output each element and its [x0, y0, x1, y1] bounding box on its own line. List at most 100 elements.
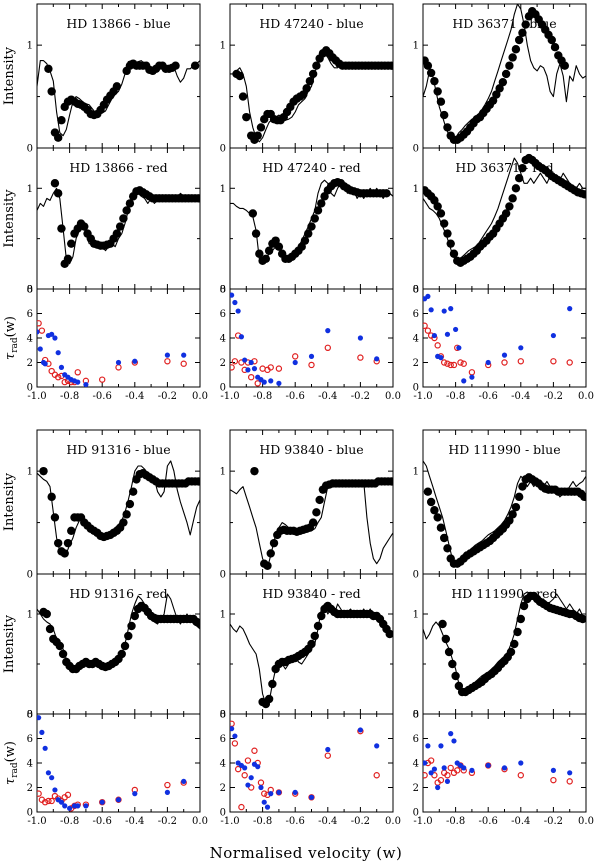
- tau-blue-point: [448, 731, 454, 737]
- y-tick-label: 1: [413, 41, 419, 52]
- y-tick-label: 0: [27, 285, 33, 296]
- tau-blue-point: [550, 767, 557, 773]
- tau-red-point: [48, 797, 55, 805]
- tau-red-point: [61, 378, 68, 386]
- model-point: [443, 544, 452, 553]
- tau-red-point: [324, 344, 331, 351]
- model-point: [433, 202, 442, 211]
- model-point: [127, 621, 136, 631]
- tau-red-point: [447, 361, 454, 369]
- y-tick-label: 0: [413, 710, 419, 721]
- chart-panel-13: 0 1 Intensity HD 91316 - red: [2, 573, 201, 721]
- model-point: [443, 123, 452, 132]
- model-point: [430, 506, 439, 515]
- model-point: [382, 189, 391, 198]
- tau-red-point: [423, 322, 428, 329]
- tau-blue-point: [567, 770, 573, 776]
- model-point: [117, 649, 126, 659]
- tau-blue-point: [441, 765, 447, 771]
- model-point: [120, 641, 130, 651]
- model-point: [266, 549, 275, 558]
- model-point: [112, 82, 122, 91]
- model-point: [439, 219, 449, 228]
- x-tick-label: -1.0: [220, 391, 239, 402]
- model-point: [514, 492, 524, 502]
- y-tick-label: 0: [27, 383, 33, 394]
- tau-blue-point: [230, 292, 235, 298]
- tau-red-point: [241, 772, 248, 779]
- chart-panel-18: 0 2 4 6 8 -1.0 -0.8 -0.6 -0.4 -0.2 0.0: [413, 710, 594, 828]
- tau-red-point: [292, 353, 299, 360]
- tau-blue-point: [55, 350, 61, 356]
- plot-area: [423, 731, 573, 791]
- tau-red-point: [550, 358, 557, 365]
- panel-title: HD 91316 - blue: [66, 442, 170, 457]
- tau-blue-point: [238, 334, 245, 340]
- tau-blue-point: [550, 332, 557, 339]
- x-tick-label: -0.4: [511, 816, 530, 827]
- y-tick-label: 0: [27, 808, 33, 819]
- tau-blue-point: [325, 746, 331, 753]
- tau-blue-point: [245, 782, 251, 788]
- plot-area: [230, 720, 380, 811]
- tau-symbol: τ: [3, 352, 18, 360]
- tau-blue-point: [567, 306, 573, 312]
- tau-red-point: [434, 342, 441, 349]
- tau-blue-point: [469, 767, 475, 773]
- tau-blue-point: [292, 789, 298, 796]
- x-tick-label: -0.8: [446, 816, 465, 827]
- model-point: [449, 249, 459, 258]
- y-tick-label: 2: [27, 783, 33, 794]
- tau-blue-point: [255, 764, 261, 770]
- tau-red-point: [450, 361, 458, 369]
- model-point: [550, 43, 560, 52]
- model-point: [47, 87, 56, 96]
- y-tick-label: 8: [27, 710, 33, 721]
- model-point: [44, 64, 53, 74]
- x-tick-label: 0.0: [385, 816, 401, 827]
- x-tick-label: -0.2: [351, 816, 370, 827]
- y-tick-label: 0: [27, 710, 33, 721]
- tau-blue-point: [62, 803, 68, 809]
- x-tick-label: 0.0: [385, 391, 401, 402]
- tau-blue-point: [501, 352, 508, 358]
- model-point: [238, 92, 248, 101]
- plot-area: [230, 601, 393, 709]
- model-point: [547, 35, 556, 45]
- panel-title: HD 111990 - blue: [448, 442, 560, 457]
- plot-area: [37, 460, 200, 558]
- y-tick-label: 0: [27, 570, 33, 581]
- x-tick-label: 0.0: [192, 816, 208, 827]
- plot-area: [37, 593, 200, 674]
- model-point: [264, 694, 274, 704]
- model-point: [300, 236, 310, 245]
- model-point: [307, 639, 316, 649]
- y-tick-label: 1: [413, 184, 419, 195]
- y-tick-label: 4: [413, 334, 419, 345]
- model-point: [580, 190, 586, 199]
- model-point: [436, 523, 446, 532]
- tau-red-point: [230, 364, 235, 371]
- model-point: [305, 76, 315, 86]
- tau-red-point: [164, 358, 171, 365]
- tau-red-point: [566, 359, 573, 366]
- tau-blue-point: [45, 770, 52, 776]
- x-tick-label: -1.0: [220, 816, 239, 827]
- model-point: [251, 229, 261, 238]
- model-point: [438, 619, 447, 629]
- model-point: [508, 194, 517, 203]
- plot-area: [423, 153, 586, 268]
- model-point: [313, 621, 323, 631]
- panel-title: HD 47240 - red: [262, 160, 360, 175]
- tau-blue-point: [461, 378, 467, 384]
- tau-red-point: [517, 772, 525, 779]
- tau-blue-point: [518, 760, 524, 766]
- model-point: [521, 20, 530, 29]
- panel-frame: [229, 288, 394, 388]
- x-tick-label: -0.4: [511, 391, 530, 402]
- plot-area: [230, 178, 393, 265]
- chart-panel-12: 0 1 HD 111990 - blue: [413, 429, 587, 581]
- model-point: [514, 35, 524, 45]
- model-point: [436, 97, 446, 106]
- x-tick-label: -0.2: [158, 816, 177, 827]
